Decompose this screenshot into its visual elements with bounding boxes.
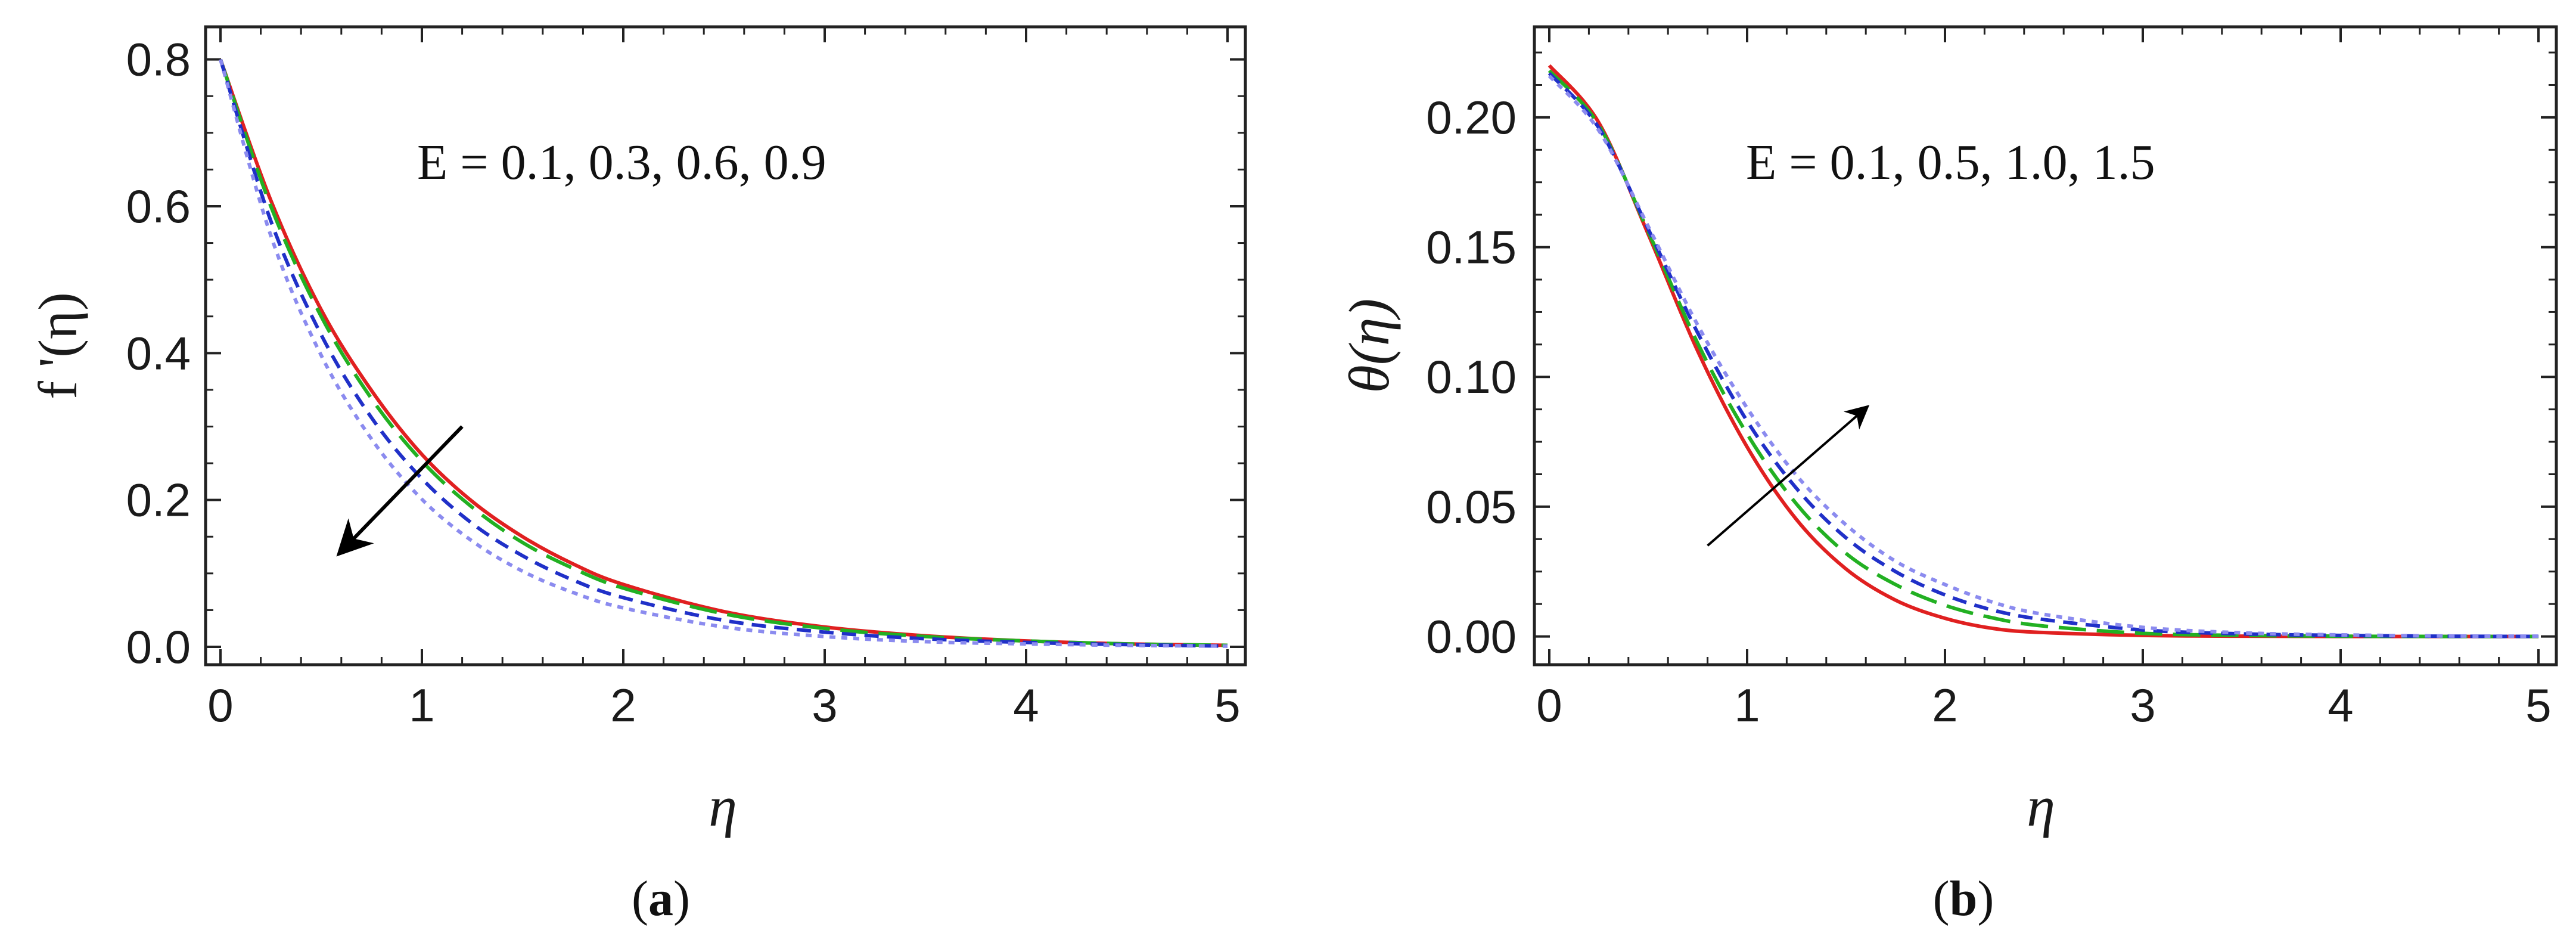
y-ticks-a: 0.0 0.2 0.4 0.6 0.8 <box>126 33 1245 673</box>
x-axis-label-b: η <box>2027 774 2055 838</box>
x-tick-label: 3 <box>812 679 837 731</box>
y-tick-label: 0.15 <box>1426 221 1517 274</box>
y-tick-label: 0.20 <box>1426 91 1517 144</box>
x-tick-label: 4 <box>1013 679 1039 731</box>
annotation-a: E = 0.1, 0.3, 0.6, 0.9 <box>417 135 826 190</box>
x-tick-label: 1 <box>409 679 434 731</box>
x-ticks-b: 0 1 2 3 4 5 <box>1536 27 2552 731</box>
x-ticks-a: 0 1 2 3 4 5 <box>207 27 1241 731</box>
annotation-b: E = 0.1, 0.5, 1.0, 1.5 <box>1746 135 2155 190</box>
panel-b: 0 1 2 3 4 5 0.00 0.05 0.10 0.15 0.20 E = 0.1, 0.5… <box>1337 25 2558 926</box>
y-tick-label: 0.05 <box>1426 480 1517 533</box>
x-tick-label: 2 <box>1932 679 1957 731</box>
x-tick-label: 5 <box>2525 679 2551 731</box>
y-ticks-b: 0.00 0.05 0.10 0.15 0.20 <box>1426 51 2556 663</box>
series-line-3 <box>1548 72 2539 638</box>
y-tick-label: 0.8 <box>126 33 191 86</box>
x-tick-label: 4 <box>2328 679 2353 731</box>
trend-arrow-b <box>1707 405 1870 547</box>
y-tick-label: 0.4 <box>126 327 191 379</box>
y-tick-label: 0.6 <box>126 180 191 232</box>
panel-a: 0 1 2 3 4 5 0.0 0.2 0.4 0.6 0.8 E = 0.1, 0.3, 0.6… <box>27 25 1247 926</box>
y-tick-label: 0.10 <box>1426 351 1517 403</box>
panel-letter-b: b <box>1950 871 1978 926</box>
x-axis-label-a: η <box>709 774 737 838</box>
y-axis-label-b: θ(η) <box>1337 299 1401 393</box>
panel-label-a: (a) <box>632 871 690 926</box>
plot-frame-b <box>1533 25 2558 666</box>
x-tick-label: 5 <box>1214 679 1240 731</box>
y-axis-label-a: f '(η) <box>27 292 88 399</box>
x-tick-label: 2 <box>610 679 636 731</box>
series-group-b <box>1548 64 2539 638</box>
x-tick-label: 3 <box>2130 679 2155 731</box>
series-line-2 <box>1548 69 2539 638</box>
x-tick-label: 1 <box>1734 679 1760 731</box>
panel-letter-a: a <box>648 871 673 926</box>
panel-label-b: (b) <box>1933 871 1994 926</box>
series-line-4 <box>219 58 1228 648</box>
x-tick-label: 0 <box>1536 679 1562 731</box>
plot-frame-a <box>204 25 1247 666</box>
series-group-a <box>219 58 1228 648</box>
series-line-4 <box>1548 75 2539 638</box>
x-tick-label: 0 <box>207 679 233 731</box>
y-tick-label: 0.0 <box>126 621 191 673</box>
y-tick-label: 0.2 <box>126 474 191 526</box>
y-tick-label: 0.00 <box>1426 610 1517 663</box>
trend-arrow-a <box>336 425 464 557</box>
